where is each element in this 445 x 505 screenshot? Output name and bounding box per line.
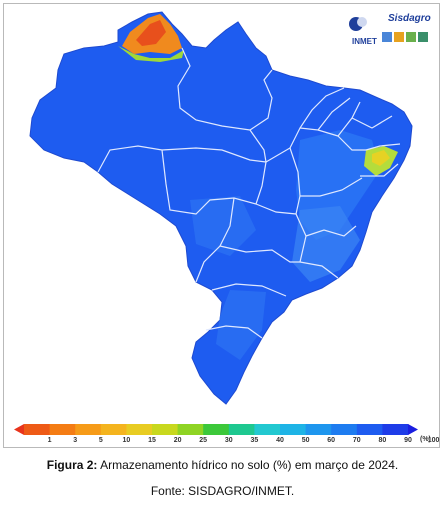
moist-patch-southeast: [292, 206, 360, 282]
legend-tick-label: 35: [250, 437, 259, 444]
legend-tick-label: 10: [122, 437, 131, 444]
legend-swatch: [203, 424, 230, 435]
legend-tick-label: 50: [301, 437, 310, 444]
legend-swatch: [100, 424, 127, 435]
legend-tick-label: 3: [73, 437, 78, 444]
legend-tick-label: 1: [47, 437, 52, 444]
legend-swatch-left: [14, 424, 24, 435]
weather-tile-3: [406, 32, 416, 42]
legend-swatch: [280, 424, 307, 435]
caption-text: Armazenamento hídrico no solo (%) em mar…: [97, 458, 399, 472]
weather-tile-4: [418, 32, 428, 42]
legend-unit: (%): [420, 436, 431, 443]
legend-swatch: [331, 424, 358, 435]
legend-swatch: [126, 424, 153, 435]
legend-swatch: [356, 424, 383, 435]
logo-title: Sisdagro: [388, 13, 431, 24]
figure-caption: Figura 2: Armazenamento hídrico no solo …: [0, 458, 445, 472]
legend-swatch: [49, 424, 76, 435]
figure-source: Fonte: SISDAGRO/INMET.: [150, 484, 295, 498]
legend-tick-label: 90: [404, 437, 412, 444]
legend-swatch-right: [408, 424, 418, 435]
legend-tick-label: 100: [427, 437, 440, 444]
legend-tick-label: 40: [276, 437, 284, 444]
dry-region-north-edge: [118, 46, 184, 62]
legend-tick-label: 70: [352, 437, 361, 444]
moist-patch-south: [216, 290, 266, 360]
legend-swatch: [382, 424, 409, 435]
legend-tick-label: 5: [98, 437, 103, 444]
legend-tick-label: 60: [327, 437, 336, 444]
dry-region-northeast-core: [372, 150, 390, 166]
legend-swatch: [24, 424, 51, 435]
legend-tick-label: 30: [224, 437, 233, 444]
brazil-map: [29, 11, 413, 405]
legend-swatch: [152, 424, 179, 435]
legend-swatch: [177, 424, 204, 435]
logo-subtitle: INMET: [352, 37, 377, 46]
dry-region-north-core: [136, 20, 166, 46]
legend-tick-label: 15: [148, 437, 156, 444]
legend-colorbar: [14, 424, 418, 435]
legend-swatch: [254, 424, 281, 435]
legend-swatch: [228, 424, 255, 435]
legend-tick-label: 20: [173, 437, 182, 444]
legend-tick-label: 25: [199, 437, 208, 444]
moist-patch-center: [190, 196, 256, 256]
legend-swatch: [75, 424, 102, 435]
state-borders: [97, 47, 401, 339]
caption-label: Figura 2:: [46, 458, 98, 472]
weather-tile-2: [394, 32, 404, 42]
legend-tick-label: 80: [378, 437, 387, 444]
sisdagro-logo: [346, 12, 430, 48]
legend-swatch: [305, 424, 332, 435]
weather-tile-1: [382, 32, 392, 42]
